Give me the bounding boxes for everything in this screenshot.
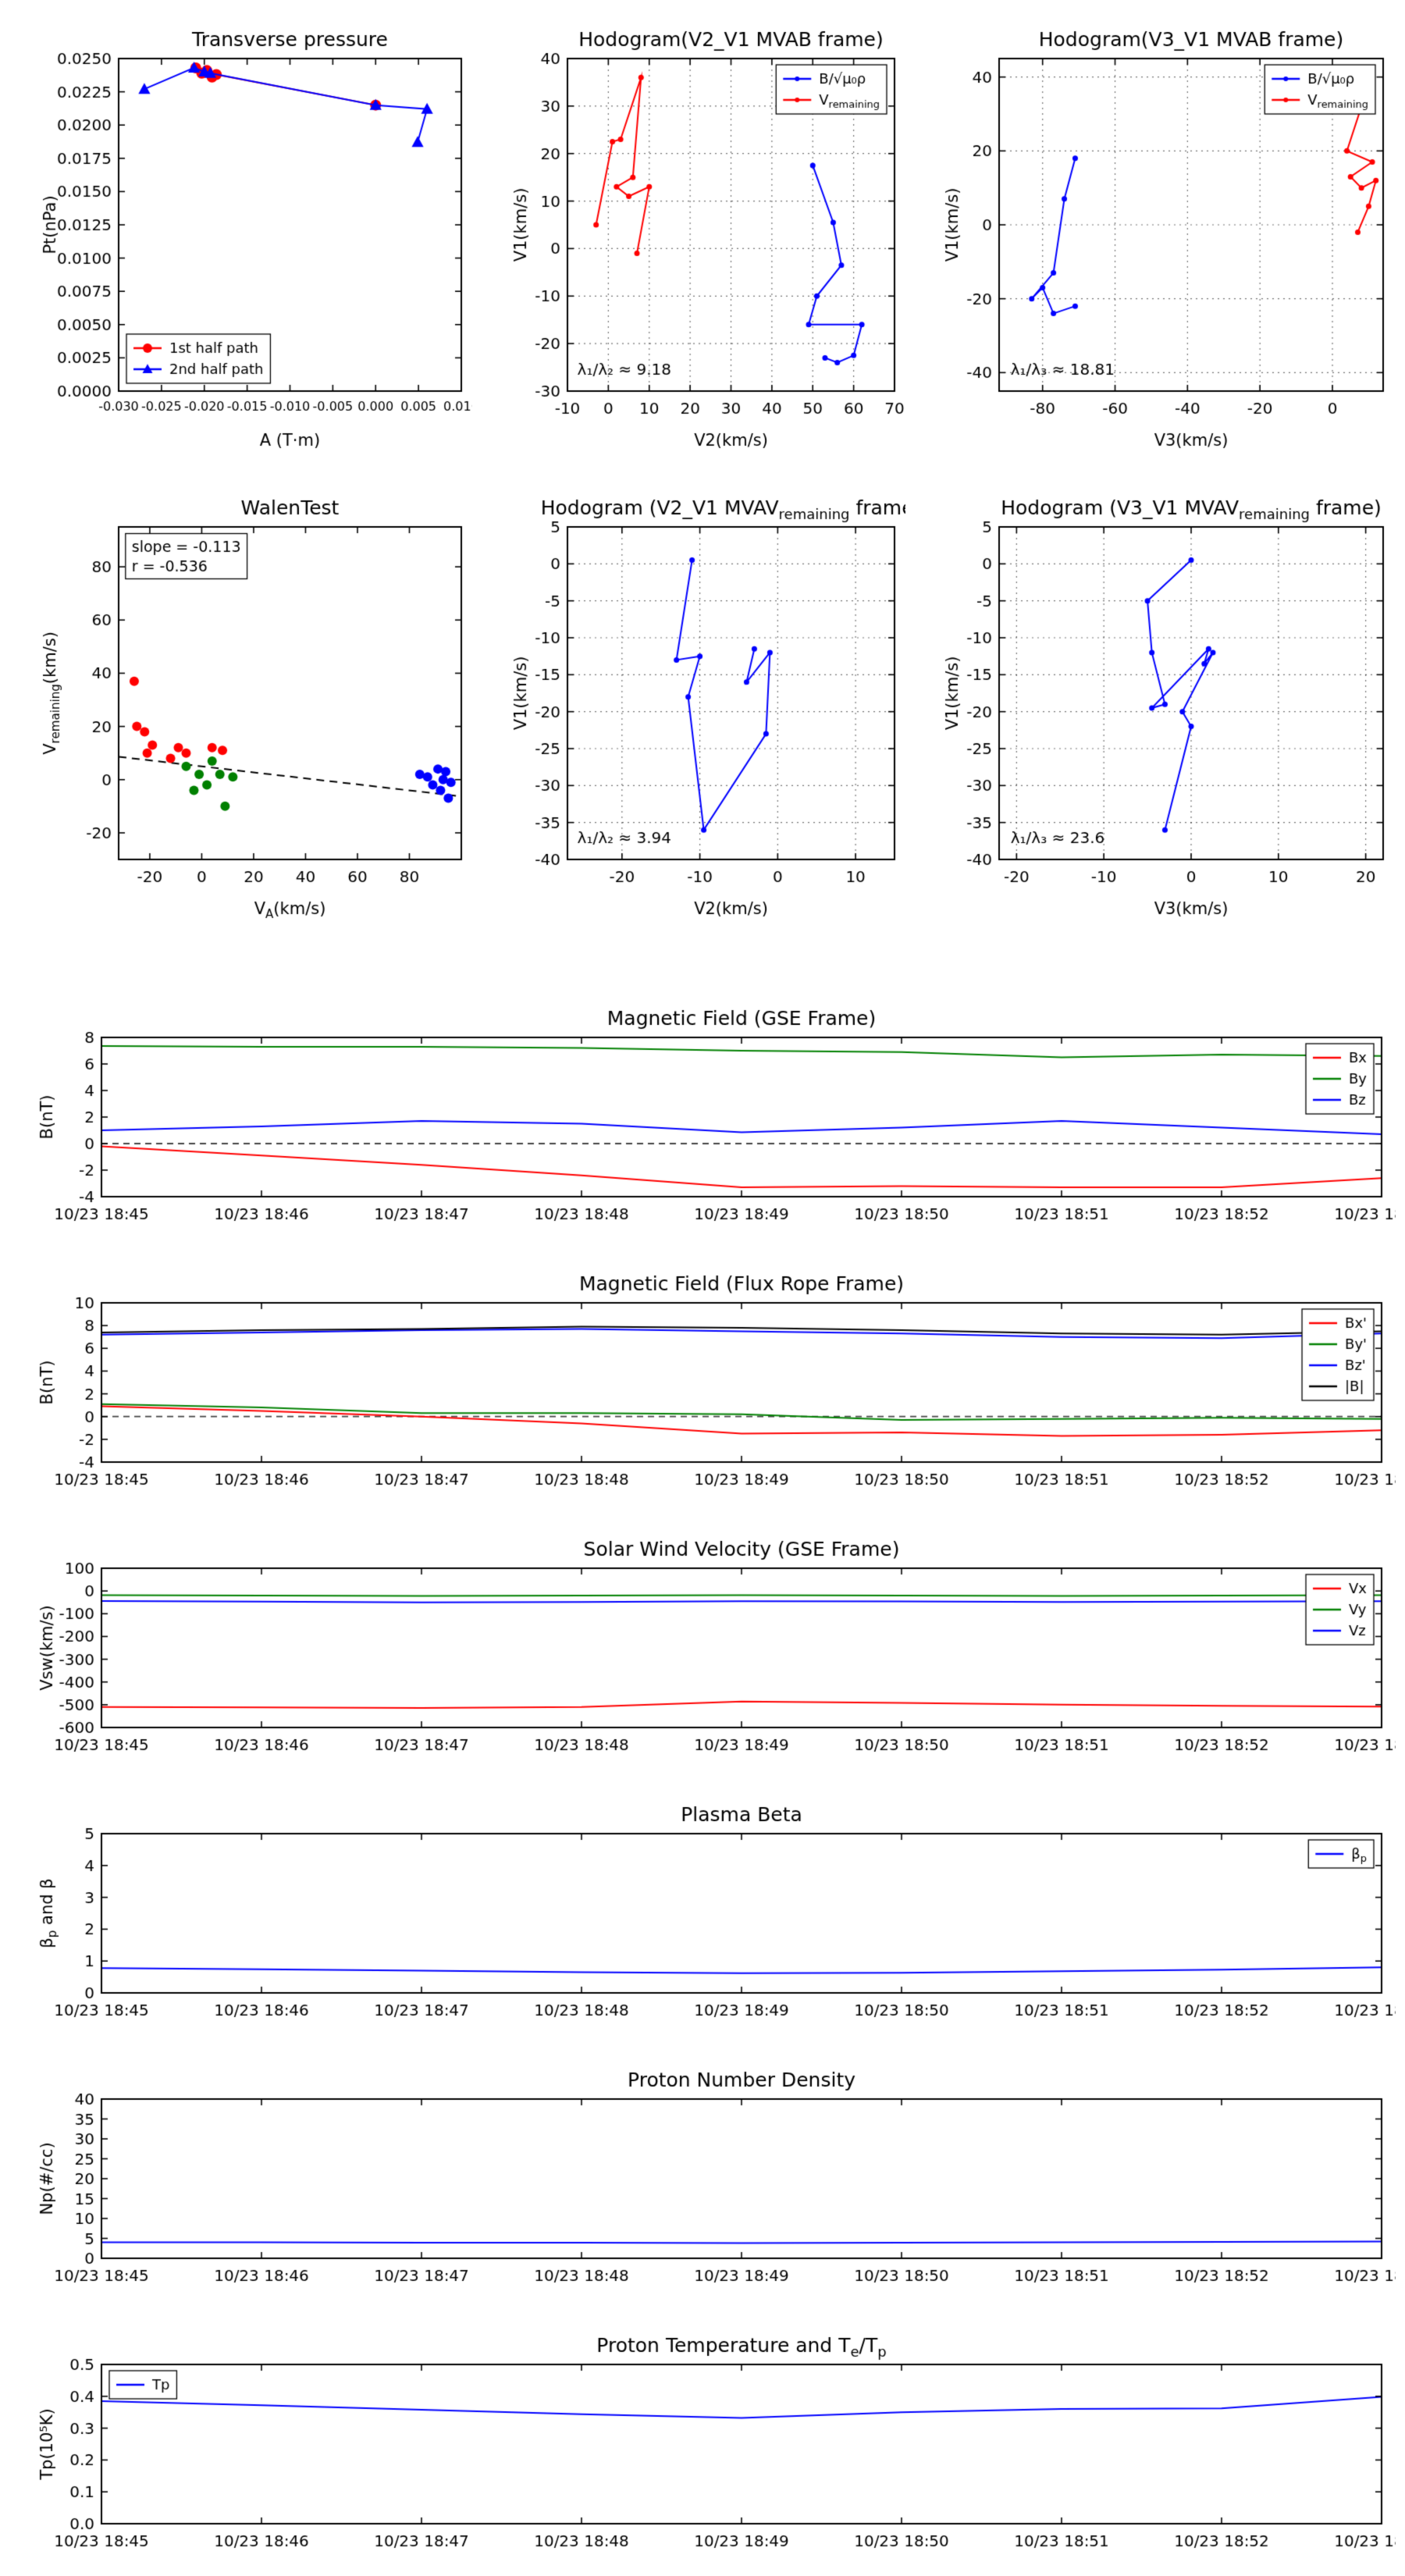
chart-proton-number-density bbox=[31, 2065, 1396, 2299]
chart-solar-wind-velocity bbox=[31, 1534, 1396, 1768]
chart-hodogram-v3v1-mvav bbox=[935, 488, 1396, 925]
chart-magnetic-field-gse bbox=[31, 1003, 1396, 1237]
chart-hodogram-v2v1-mvab bbox=[503, 20, 905, 457]
chart-plasma-beta bbox=[31, 1799, 1396, 2033]
chart-hodogram-v3v1-mvab bbox=[935, 20, 1396, 457]
chart-walen-test bbox=[31, 488, 472, 925]
chart-proton-temperature bbox=[31, 2330, 1396, 2564]
chart-magnetic-field-flux-rope bbox=[31, 1268, 1396, 1503]
chart-hodogram-v2v1-mvav bbox=[503, 488, 905, 925]
chart-transverse-pressure bbox=[31, 20, 472, 457]
